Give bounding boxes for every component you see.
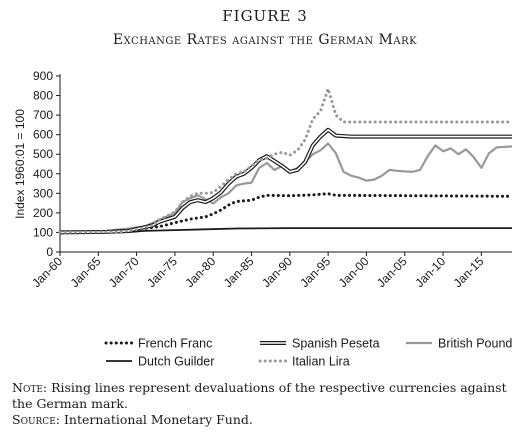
y-tick-label: 600 bbox=[33, 128, 53, 142]
series-british-pound-line bbox=[59, 142, 513, 234]
legend-item-dutch-guilder: Dutch Guilder bbox=[106, 355, 214, 369]
legend: French Franc Spanish Peseta British Pound D… bbox=[104, 337, 512, 369]
legend-item-spanish-peseta: Spanish Peseta bbox=[260, 337, 380, 351]
series-italian-lira bbox=[58, 87, 514, 234]
figure-notes: Note: Rising lines represent devaluation… bbox=[12, 380, 522, 428]
series-spanish-peseta-inner bbox=[59, 129, 512, 234]
figure-label: FIGURE 3 bbox=[222, 7, 308, 25]
tick-labels: 0 100 200 300 400 500 600 700 800 900 Jan-60 Jan-65… bbox=[29, 69, 486, 290]
note-label: Note: bbox=[12, 380, 48, 395]
x-tick-label: Jan-75 bbox=[144, 254, 180, 290]
y-tick-label: 200 bbox=[33, 206, 53, 220]
series-french-franc bbox=[58, 192, 514, 234]
x-tick-label: Jan-10 bbox=[412, 254, 448, 290]
legend-item-italian-lira: Italian Lira bbox=[258, 355, 350, 369]
y-tick-label: 100 bbox=[33, 225, 53, 239]
legend-label-dutch-guilder: Dutch Guilder bbox=[138, 355, 214, 369]
x-tick-label: Jan-00 bbox=[336, 254, 372, 290]
note-text: Rising lines represent devaluations of t… bbox=[12, 380, 507, 411]
chart-title: Exchange Rates against the German Mark bbox=[112, 32, 418, 48]
y-axis-label: Index 1960:01 = 100 bbox=[13, 109, 27, 219]
y-tick-label: 800 bbox=[33, 89, 53, 103]
legend-label-italian-lira: Italian Lira bbox=[292, 355, 350, 369]
series-french-franc-line bbox=[58, 192, 514, 234]
y-tick-label: 400 bbox=[33, 167, 53, 181]
legend-label-spanish-peseta: Spanish Peseta bbox=[292, 337, 380, 351]
source-label: Source: bbox=[12, 412, 60, 427]
legend-label-french-franc: French Franc bbox=[138, 337, 212, 351]
source: Source: International Monetary Fund. bbox=[12, 412, 522, 428]
x-tick-label: Jan-70 bbox=[106, 254, 142, 290]
x-tick-label: Jan-85 bbox=[221, 254, 257, 290]
source-text: International Monetary Fund. bbox=[59, 412, 253, 427]
series-italian-lira-line bbox=[58, 87, 514, 234]
x-tick-label: Jan-80 bbox=[182, 254, 218, 290]
x-tick-label: Jan-95 bbox=[297, 254, 333, 290]
series-spanish-peseta bbox=[59, 127, 512, 235]
y-tick-label: 500 bbox=[33, 147, 53, 161]
note: Note: Rising lines represent devaluation… bbox=[12, 380, 522, 412]
legend-item-french-franc: French Franc bbox=[104, 337, 212, 351]
x-tick-label: Jan-05 bbox=[374, 254, 410, 290]
x-tick-label: Jan-65 bbox=[68, 254, 104, 290]
x-tick-label: Jan-60 bbox=[29, 254, 65, 290]
y-tick-label: 300 bbox=[33, 186, 53, 200]
y-tick-label: 900 bbox=[33, 69, 53, 83]
legend-label-british-pound: British Pound bbox=[438, 337, 512, 351]
x-tick-label: Jan-90 bbox=[259, 254, 295, 290]
legend-item-british-pound: British Pound bbox=[406, 337, 512, 351]
series-british-pound bbox=[59, 142, 513, 234]
y-tick-label: 0 bbox=[46, 245, 53, 259]
y-tick-label: 700 bbox=[33, 108, 53, 122]
series-lines bbox=[58, 87, 514, 235]
axes bbox=[56, 74, 512, 256]
x-tick-label: Jan-15 bbox=[451, 254, 487, 290]
series-spanish-peseta-outer bbox=[59, 127, 512, 235]
